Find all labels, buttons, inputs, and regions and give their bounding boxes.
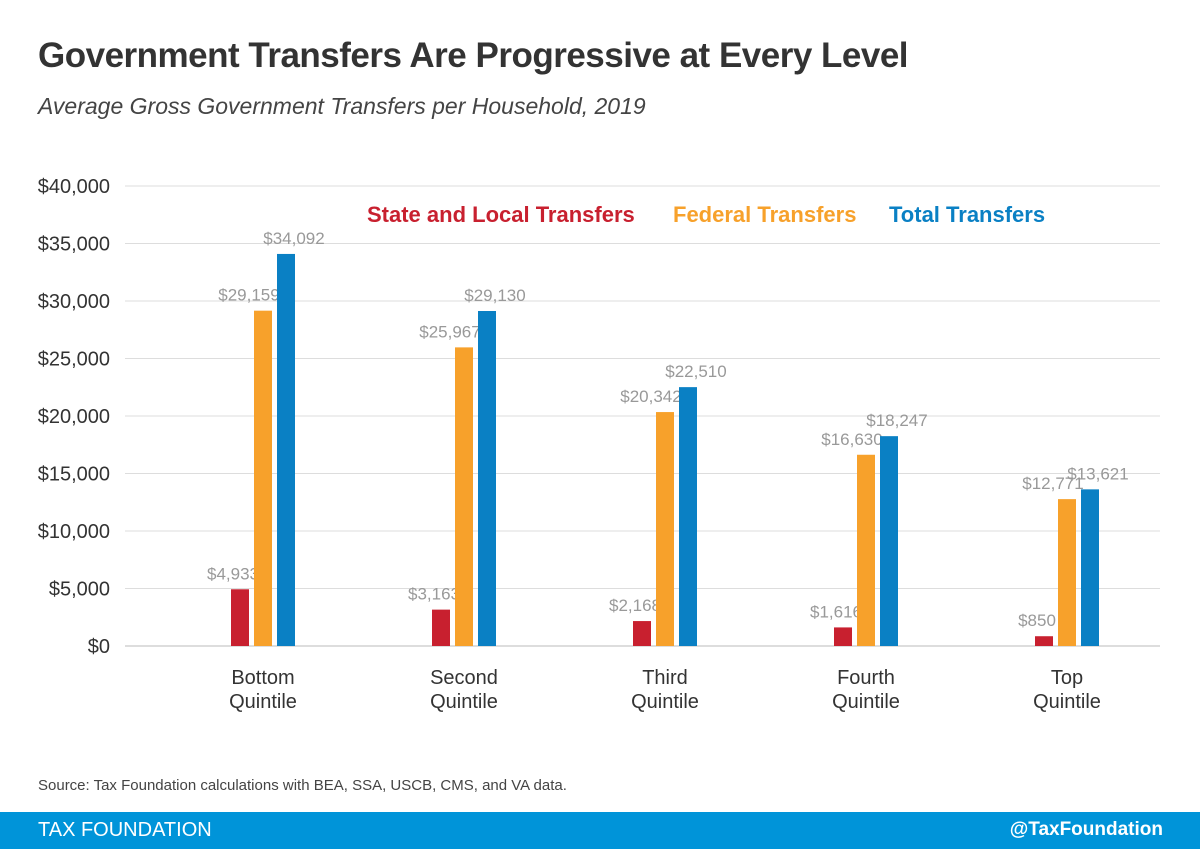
bar-1 — [455, 347, 473, 646]
data-label: $3,163 — [408, 585, 460, 604]
bar-chart: $0 $5,000 $10,000 $15,000 $20,000 $25,000 $30,… — [38, 176, 1160, 713]
data-label: $850 — [1018, 611, 1056, 630]
x-tick-label: Quintile — [229, 691, 297, 713]
bar-2 — [880, 436, 898, 646]
bar-1 — [656, 412, 674, 646]
bar-0 — [432, 609, 450, 646]
legend-entry: Federal Transfers — [673, 202, 856, 227]
bar-2 — [478, 311, 496, 646]
y-tick-label: $20,000 — [38, 406, 110, 428]
data-label: $25,967 — [419, 322, 480, 341]
data-label: $22,510 — [665, 362, 726, 381]
bar-2 — [1081, 489, 1099, 646]
data-label: $18,247 — [866, 411, 927, 430]
legend-entry: Total Transfers — [889, 202, 1045, 227]
data-label: $4,933 — [207, 564, 259, 583]
x-tick-label: Second — [430, 667, 498, 689]
source-note: Source: Tax Foundation calculations with… — [38, 777, 567, 794]
data-label: $29,159 — [218, 286, 279, 305]
bar-1 — [254, 310, 272, 646]
x-tick-label: Fourth — [837, 667, 895, 689]
bar-0 — [1035, 636, 1053, 646]
data-label: $16,630 — [821, 430, 882, 449]
x-tick-label: Bottom — [231, 667, 294, 689]
x-tick-label: Third — [642, 667, 688, 689]
bar-1 — [857, 454, 875, 646]
bar-0 — [633, 621, 651, 646]
bar-1 — [1058, 499, 1076, 646]
x-tick-label: Top — [1051, 667, 1083, 689]
chart-title: Government Transfers Are Progressive at … — [38, 36, 909, 75]
data-label: $20,342 — [620, 387, 681, 406]
bar-0 — [231, 589, 249, 646]
data-label: $13,621 — [1067, 464, 1128, 483]
data-label: $2,168 — [609, 596, 661, 615]
brand-name: TAX FOUNDATION — [38, 819, 212, 841]
legend-entry: State and Local Transfers — [367, 202, 635, 227]
twitter-handle[interactable]: @TaxFoundation — [1009, 819, 1163, 840]
data-label: $12,771 — [1022, 474, 1083, 493]
x-tick-label: Quintile — [631, 691, 699, 713]
y-tick-label: $10,000 — [38, 521, 110, 543]
data-label: $29,130 — [464, 286, 525, 305]
data-label: $34,092 — [263, 229, 324, 248]
bar-2 — [679, 387, 697, 646]
chart-subtitle: Average Gross Government Transfers per H… — [38, 93, 646, 119]
y-tick-label: $35,000 — [38, 234, 110, 256]
x-tick-label: Quintile — [1033, 691, 1101, 713]
y-tick-label: $40,000 — [38, 176, 110, 198]
y-tick-label: $0 — [88, 636, 110, 658]
footer-bar: TAX FOUNDATION @TaxFoundation — [0, 812, 1200, 849]
y-tick-label: $25,000 — [38, 349, 110, 371]
bar-0 — [834, 627, 852, 646]
x-tick-label: Quintile — [832, 691, 900, 713]
data-label: $1,616 — [810, 602, 862, 621]
y-tick-label: $30,000 — [38, 291, 110, 313]
x-tick-label: Quintile — [430, 691, 498, 713]
bar-2 — [277, 253, 295, 646]
y-tick-label: $5,000 — [49, 579, 110, 601]
y-tick-label: $15,000 — [38, 464, 110, 486]
